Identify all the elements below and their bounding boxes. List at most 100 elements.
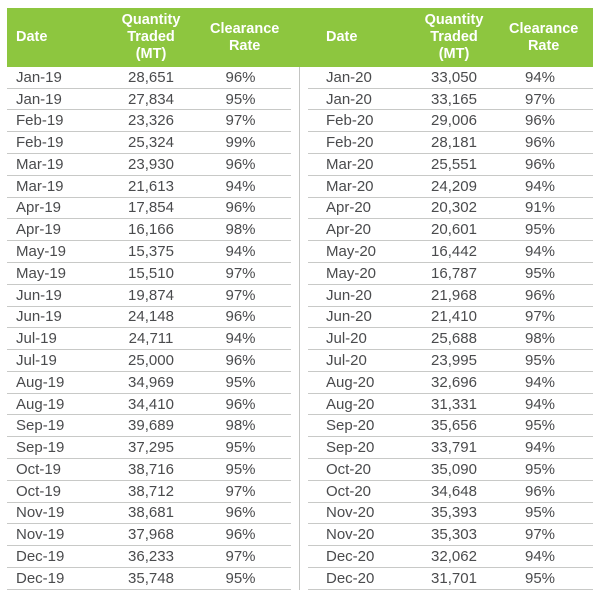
rate-cell: 96% xyxy=(509,109,593,133)
table-2019-header: Date Quantity Traded (MT) Clearance Rate xyxy=(7,8,299,67)
rate-cell: 94% xyxy=(210,240,299,263)
quantity-cell: 33,050 xyxy=(399,67,509,89)
date-cell: Nov-20 xyxy=(299,523,399,547)
quantity-cell: 15,375 xyxy=(92,240,210,263)
rate-cell: 97% xyxy=(210,109,299,133)
table-row: May-19 15,375 94% xyxy=(7,240,299,263)
table-row: Dec-20 32,062 94% xyxy=(299,545,593,568)
rate-cell: 91% xyxy=(509,197,593,220)
quantity-cell: 21,613 xyxy=(92,175,210,198)
table-row: Apr-19 17,854 96% xyxy=(7,197,299,220)
date-cell: Sep-20 xyxy=(299,414,399,438)
rate-cell: 96% xyxy=(210,306,299,329)
table-row: Jun-19 19,874 97% xyxy=(7,284,299,307)
date-cell: Nov-19 xyxy=(7,502,92,525)
quantity-column-header: Quantity Traded (MT) xyxy=(92,8,210,67)
quantity-cell: 35,090 xyxy=(399,458,509,481)
rate-cell: 94% xyxy=(509,545,593,568)
date-cell: Dec-20 xyxy=(299,567,399,591)
quantity-cell: 38,712 xyxy=(92,480,210,503)
date-cell: Mar-19 xyxy=(7,153,92,176)
date-cell: Dec-20 xyxy=(299,545,399,568)
table-row: Mar-19 23,930 96% xyxy=(7,153,299,176)
clearance-column-label: Clearance Rate xyxy=(509,20,579,54)
quantity-cell: 24,209 xyxy=(399,175,509,198)
rate-cell: 97% xyxy=(509,88,593,111)
date-column-label: Date xyxy=(326,29,358,45)
rate-cell: 94% xyxy=(509,240,593,263)
clearance-column-header: Clearance Rate xyxy=(210,8,299,67)
clearance-column-header: Clearance Rate xyxy=(509,8,593,67)
rate-cell: 96% xyxy=(509,284,593,307)
date-cell: Sep-19 xyxy=(7,414,92,438)
date-cell: Feb-20 xyxy=(299,131,399,155)
date-column-label: Date xyxy=(16,29,48,45)
rate-cell: 96% xyxy=(210,523,299,547)
quantity-cell: 35,656 xyxy=(399,414,509,438)
rate-cell: 94% xyxy=(509,67,593,89)
date-cell: Aug-19 xyxy=(7,371,92,394)
table-row: Sep-19 37,295 95% xyxy=(7,436,299,459)
table-row: Mar-20 25,551 96% xyxy=(299,153,593,176)
rate-cell: 94% xyxy=(509,371,593,394)
quantity-cell: 32,696 xyxy=(399,371,509,394)
table-row: Feb-19 23,326 97% xyxy=(7,109,299,133)
table-row: Feb-19 25,324 99% xyxy=(7,131,299,155)
quantity-cell: 21,410 xyxy=(399,306,509,329)
quantity-cell: 20,601 xyxy=(399,218,509,242)
table-row: Jan-20 33,165 97% xyxy=(299,88,593,111)
quantity-cell: 34,410 xyxy=(92,393,210,416)
date-cell: Feb-20 xyxy=(299,109,399,133)
table-row: May-20 16,787 95% xyxy=(299,262,593,285)
rate-cell: 95% xyxy=(509,349,593,372)
rate-cell: 96% xyxy=(210,393,299,416)
table-row: Oct-20 35,090 95% xyxy=(299,458,593,481)
rate-cell: 95% xyxy=(210,436,299,459)
date-cell: Jul-20 xyxy=(299,349,399,372)
quantity-cell: 31,701 xyxy=(399,567,509,591)
table-2019-body: Jan-19 28,651 96% Jan-19 27,834 95% Feb-19 23,3… xyxy=(7,67,299,591)
table-row: Feb-20 29,006 96% xyxy=(299,109,593,133)
rate-cell: 97% xyxy=(509,523,593,547)
quantity-cell: 24,148 xyxy=(92,306,210,329)
rate-cell: 97% xyxy=(509,306,593,329)
table-row: Jun-20 21,968 96% xyxy=(299,284,593,307)
date-cell: Jan-20 xyxy=(299,67,399,89)
rate-cell: 98% xyxy=(509,327,593,351)
table-row: Aug-19 34,410 96% xyxy=(7,393,299,416)
date-cell: Apr-20 xyxy=(299,218,399,242)
quantity-cell: 16,166 xyxy=(92,218,210,242)
date-cell: Aug-20 xyxy=(299,371,399,394)
date-cell: Sep-20 xyxy=(299,436,399,459)
rate-cell: 95% xyxy=(509,414,593,438)
date-cell: Jan-20 xyxy=(299,88,399,111)
quantity-cell: 35,393 xyxy=(399,502,509,525)
date-cell: Aug-19 xyxy=(7,393,92,416)
date-cell: Oct-19 xyxy=(7,480,92,503)
table-row: Apr-19 16,166 98% xyxy=(7,218,299,242)
table-divider xyxy=(291,67,308,590)
quantity-cell: 29,006 xyxy=(399,109,509,133)
clearance-column-label: Clearance Rate xyxy=(210,20,280,54)
rate-cell: 96% xyxy=(509,131,593,155)
quantity-cell: 27,834 xyxy=(92,88,210,111)
rate-cell: 98% xyxy=(210,218,299,242)
quantity-cell: 25,688 xyxy=(399,327,509,351)
date-column-header: Date xyxy=(7,8,92,67)
rate-cell: 97% xyxy=(210,545,299,568)
table-row: Apr-20 20,302 91% xyxy=(299,197,593,220)
header-row: Date Quantity Traded (MT) Clearance Rate xyxy=(7,8,299,67)
quantity-cell: 15,510 xyxy=(92,262,210,285)
header-row: Date Quantity Traded (MT) Clearance Rate xyxy=(299,8,593,67)
date-column-header: Date xyxy=(299,8,399,67)
date-cell: May-20 xyxy=(299,262,399,285)
quantity-cell: 35,748 xyxy=(92,567,210,591)
rate-cell: 94% xyxy=(210,327,299,351)
quantity-cell: 16,787 xyxy=(399,262,509,285)
rate-cell: 96% xyxy=(210,197,299,220)
rate-cell: 97% xyxy=(210,262,299,285)
quantity-cell: 31,331 xyxy=(399,393,509,416)
date-cell: Jun-20 xyxy=(299,306,399,329)
table-row: Aug-19 34,969 95% xyxy=(7,371,299,394)
table-2020-header: Date Quantity Traded (MT) Clearance Rate xyxy=(299,8,593,67)
